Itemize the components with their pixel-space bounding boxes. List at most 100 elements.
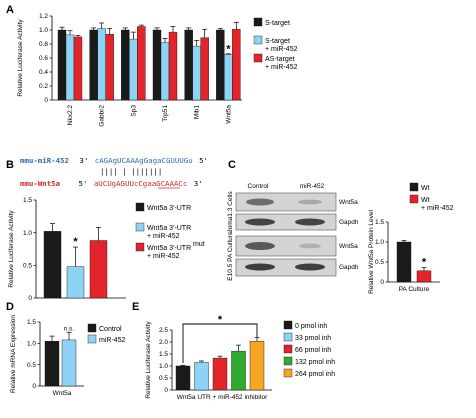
x-tick-label: Trp51 — [162, 105, 169, 122]
y-tick-label: 0.6 — [39, 55, 48, 62]
bar — [73, 36, 83, 101]
bar — [216, 29, 225, 101]
y-tick-label: 1.5 — [159, 351, 168, 358]
y-axis-label: Relative Luciferase Activity — [145, 321, 152, 399]
x-tick-label: Wnt5a — [225, 105, 232, 124]
blot-band-label: Gapdh — [339, 219, 359, 226]
y-tick-label: 1.2 — [39, 13, 48, 20]
blot-band — [245, 242, 275, 250]
mir-3prime: 3' — [79, 156, 88, 165]
legend-swatch — [135, 242, 145, 252]
y-axis-label: Relative Wnt5a Protein Level — [368, 210, 375, 294]
legend-swatch — [283, 356, 293, 366]
legend-label: 132 pmol inh — [295, 359, 335, 366]
bar — [89, 29, 98, 101]
bar — [231, 350, 246, 391]
x-tick-label: Nkx2.2 — [67, 105, 74, 126]
panel-label-a: A — [6, 4, 14, 16]
bar — [121, 29, 130, 101]
legend-label: 66 pmol inh — [295, 347, 331, 354]
y-tick-label: 0.5 — [375, 259, 384, 266]
mir-sequence: cAGAgUCAAAgGagaCGUUUGu — [95, 156, 193, 165]
bar — [200, 37, 209, 101]
bar — [152, 29, 162, 101]
significance-star: * — [73, 236, 78, 248]
chart-e: 0 0.5 1.0 1.5 2.0 2.5 Relative Luciferase Acti… — [145, 314, 335, 401]
blot-col-mir452: miR-452 — [300, 183, 325, 190]
significance-star: * — [422, 257, 427, 269]
bar — [212, 357, 228, 391]
bar — [192, 45, 201, 101]
blot-lane-box-4 — [235, 258, 337, 277]
bar — [184, 29, 193, 101]
mir-5prime: 5' — [199, 156, 208, 165]
bar — [44, 341, 60, 387]
legend-label: + miR-452 — [147, 253, 180, 260]
legend-label: S-target — [265, 20, 290, 27]
target-3prime: 3' — [194, 179, 203, 188]
legend-label: Wnt5a 3'-UTR — [147, 245, 191, 252]
significance-bracket — [182, 323, 258, 364]
y-tick-label: 0 — [28, 295, 32, 302]
blot-lane-box-3 — [235, 235, 337, 257]
blot-band-label: Gapdh — [339, 264, 359, 271]
y-tick-label: 2.5 — [159, 327, 168, 334]
y-tick-label: 0 — [380, 279, 384, 286]
legend-swatch — [409, 182, 419, 192]
panel-label-b: B — [6, 159, 14, 171]
legend-label: + miR-452 — [421, 205, 454, 212]
bar — [232, 29, 241, 101]
legend-swatch — [253, 17, 263, 27]
bar — [224, 54, 233, 101]
y-axis-label: Relative mRNA Expression — [10, 315, 17, 393]
legend-swatch — [135, 222, 145, 232]
legend-label-superscript: mut — [193, 241, 205, 248]
x-axis-label: PA Culture — [399, 286, 430, 293]
y-tick-label: 0 — [44, 97, 48, 104]
x-tick-label: Wnt5a — [53, 390, 72, 397]
legend-label: 264 pmol inh — [295, 371, 335, 378]
blot-band — [245, 218, 275, 226]
y-tick-label: 1.5 — [375, 219, 384, 226]
bar — [396, 241, 412, 283]
blot-col-control: Control — [248, 183, 270, 190]
target-label: mmu-Wnt5a — [20, 179, 60, 188]
legend-label: S-target — [265, 38, 290, 45]
y-tick-label: 1.5 — [23, 197, 32, 204]
legend-label: Wnt5a 3'-UTR — [147, 205, 191, 212]
y-tick-label: 0 — [32, 383, 36, 390]
y-tick-label: 1.5 — [27, 319, 36, 326]
y-axis-label: Relative Luciferase Activity — [8, 210, 15, 288]
legend-label: + miR-452 — [265, 46, 298, 53]
significance-label: n.s. — [64, 326, 75, 333]
bar — [416, 270, 432, 283]
blot-band-label: Wnt5a — [339, 199, 358, 206]
y-tick-label: 1.0 — [375, 239, 384, 246]
bar — [66, 266, 85, 299]
bar — [137, 26, 146, 101]
bar — [65, 34, 75, 101]
legend-swatch — [283, 344, 293, 354]
x-tick-label: Mib1 — [194, 105, 201, 119]
legend-label: + miR-452 — [265, 64, 298, 71]
bar — [194, 362, 209, 391]
target-sequence: aUCUgAGUUcCgaaGCAAACc — [94, 179, 187, 188]
legend-label: miR-452 — [99, 337, 126, 344]
svg-text:mmu-miR-452 3' cAG: mmu-miR-452 3' cAGAgUCAAAgGagaCGUUUGu 5' — [20, 156, 208, 165]
panel-label-d: D — [6, 301, 14, 313]
bar — [57, 29, 67, 101]
y-tick-label: 1.0 — [159, 363, 168, 370]
x-axis-label: Wnt5a UTR + miR-452 inhibitor — [177, 394, 268, 401]
legend-swatch — [283, 332, 293, 342]
legend-label: + miR-452 — [147, 233, 180, 240]
y-tick-label: 1.0 — [23, 230, 32, 237]
chart-b: 0 0.5 1.0 1.5 Relative Luciferase Activity * W… — [8, 197, 205, 302]
blot-band — [246, 198, 274, 206]
y-tick-label: 0.2 — [39, 83, 48, 90]
y-tick-label: 0.5 — [27, 362, 36, 369]
bar — [160, 42, 170, 101]
